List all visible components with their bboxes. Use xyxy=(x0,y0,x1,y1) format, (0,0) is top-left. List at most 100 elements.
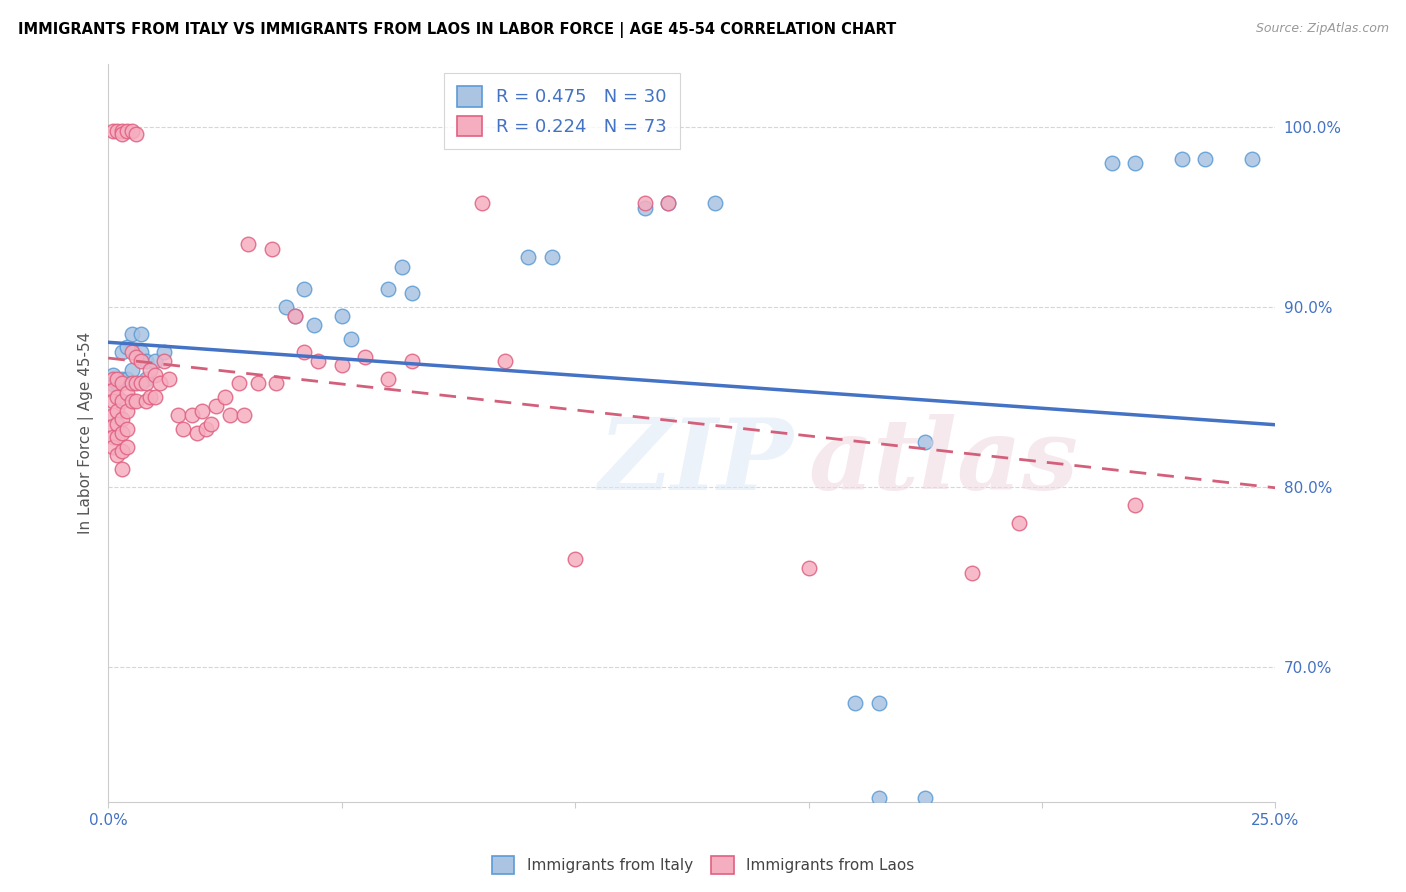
Point xyxy=(153,354,176,368)
Point xyxy=(107,123,129,137)
Point xyxy=(125,127,148,141)
Point xyxy=(195,422,218,436)
Legend: R = 0.475   N = 30, R = 0.224   N = 73: R = 0.475 N = 30, R = 0.224 N = 73 xyxy=(444,73,679,149)
Point xyxy=(914,434,936,449)
Legend: Immigrants from Italy, Immigrants from Laos: Immigrants from Italy, Immigrants from L… xyxy=(485,850,921,880)
Point xyxy=(246,376,269,390)
Point xyxy=(1171,153,1194,167)
Text: Source: ZipAtlas.com: Source: ZipAtlas.com xyxy=(1256,22,1389,36)
Point xyxy=(186,425,208,440)
Point xyxy=(377,282,399,296)
Point xyxy=(214,390,236,404)
Point xyxy=(107,417,129,431)
Point xyxy=(107,448,129,462)
Point xyxy=(634,201,657,215)
Point xyxy=(139,363,162,377)
Point xyxy=(111,372,134,386)
Text: atlas: atlas xyxy=(808,414,1078,511)
Point xyxy=(111,345,134,359)
Point xyxy=(143,354,166,368)
Point xyxy=(1031,804,1053,818)
Point xyxy=(107,372,129,386)
Point xyxy=(264,376,287,390)
Point xyxy=(101,429,124,443)
Point xyxy=(115,340,138,354)
Point xyxy=(143,390,166,404)
Point xyxy=(307,354,329,368)
Point xyxy=(228,376,250,390)
Point xyxy=(107,376,129,390)
Point xyxy=(121,345,143,359)
Point xyxy=(232,408,254,422)
Point xyxy=(657,195,679,210)
Point xyxy=(129,376,152,390)
Point xyxy=(181,408,204,422)
Point xyxy=(868,696,890,710)
Point xyxy=(540,250,562,264)
Point xyxy=(143,368,166,383)
Point xyxy=(190,404,212,418)
Point xyxy=(377,372,399,386)
Point xyxy=(260,243,283,257)
Point xyxy=(704,195,727,210)
Point xyxy=(134,393,156,408)
Point xyxy=(1101,156,1123,170)
Point xyxy=(101,123,124,137)
Point xyxy=(354,351,377,365)
Point xyxy=(125,393,148,408)
Point xyxy=(111,444,134,458)
Point xyxy=(1125,498,1147,512)
Point xyxy=(401,354,423,368)
Point xyxy=(494,354,516,368)
Point xyxy=(111,411,134,425)
Point xyxy=(107,390,129,404)
Text: IMMIGRANTS FROM ITALY VS IMMIGRANTS FROM LAOS IN LABOR FORCE | AGE 45-54 CORRELA: IMMIGRANTS FROM ITALY VS IMMIGRANTS FROM… xyxy=(18,22,897,38)
Point xyxy=(868,791,890,805)
Point xyxy=(153,345,176,359)
Point xyxy=(238,237,260,252)
Point xyxy=(121,326,143,341)
Point xyxy=(111,123,134,137)
Point xyxy=(401,285,423,300)
Point xyxy=(1241,153,1264,167)
Point xyxy=(101,408,124,422)
Point xyxy=(960,566,983,581)
Point xyxy=(204,399,226,413)
Point xyxy=(1194,153,1216,167)
Point xyxy=(115,404,138,418)
Point xyxy=(167,408,190,422)
Point xyxy=(330,358,353,372)
Point xyxy=(134,354,156,368)
Point xyxy=(101,377,124,392)
Point xyxy=(844,696,866,710)
Point xyxy=(657,195,679,210)
Point xyxy=(111,462,134,476)
Text: ZIP: ZIP xyxy=(599,414,793,511)
Point xyxy=(121,363,143,377)
Point xyxy=(111,393,134,408)
Point xyxy=(101,368,124,383)
Point xyxy=(111,425,134,440)
Point xyxy=(148,376,170,390)
Point xyxy=(157,372,180,386)
Point xyxy=(292,282,315,296)
Point xyxy=(125,351,148,365)
Point xyxy=(1008,516,1031,530)
Point xyxy=(292,345,315,359)
Point xyxy=(129,345,152,359)
Point xyxy=(391,260,413,275)
Point xyxy=(634,195,657,210)
Point xyxy=(129,354,152,368)
Point xyxy=(218,408,240,422)
Point xyxy=(111,376,134,390)
Point xyxy=(471,195,494,210)
Point xyxy=(107,404,129,418)
Point xyxy=(914,791,936,805)
Point xyxy=(115,441,138,455)
Point xyxy=(101,372,124,386)
Point xyxy=(115,386,138,401)
Point xyxy=(134,376,156,390)
Point xyxy=(1125,156,1147,170)
Point xyxy=(129,326,152,341)
Point xyxy=(101,418,124,433)
